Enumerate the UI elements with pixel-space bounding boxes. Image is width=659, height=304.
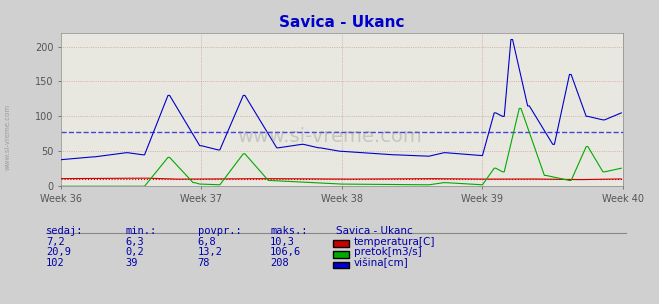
- Text: 7,2: 7,2: [46, 237, 65, 247]
- Text: 208: 208: [270, 258, 289, 268]
- Title: Savica - Ukanc: Savica - Ukanc: [279, 15, 405, 30]
- Text: 6,8: 6,8: [198, 237, 216, 247]
- Text: 39: 39: [125, 258, 138, 268]
- Text: min.:: min.:: [125, 226, 156, 236]
- Text: 20,9: 20,9: [46, 247, 71, 257]
- Text: www.si-vreme.com: www.si-vreme.com: [237, 127, 422, 146]
- Text: 0,2: 0,2: [125, 247, 144, 257]
- Text: 78: 78: [198, 258, 210, 268]
- Text: 10,3: 10,3: [270, 237, 295, 247]
- Text: 6,3: 6,3: [125, 237, 144, 247]
- Text: maks.:: maks.:: [270, 226, 308, 236]
- Text: 13,2: 13,2: [198, 247, 223, 257]
- Text: povpr.:: povpr.:: [198, 226, 241, 236]
- Text: 102: 102: [46, 258, 65, 268]
- Text: Savica - Ukanc: Savica - Ukanc: [336, 226, 413, 236]
- Text: višina[cm]: višina[cm]: [354, 257, 409, 268]
- Text: 106,6: 106,6: [270, 247, 301, 257]
- Text: sedaj:: sedaj:: [46, 226, 84, 236]
- Text: temperatura[C]: temperatura[C]: [354, 237, 436, 247]
- Text: www.si-vreme.com: www.si-vreme.com: [5, 104, 11, 170]
- Text: pretok[m3/s]: pretok[m3/s]: [354, 247, 422, 257]
